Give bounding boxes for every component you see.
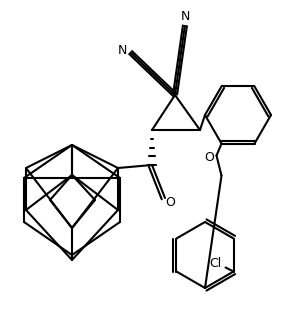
Text: Cl: Cl [209, 257, 222, 270]
Text: O: O [205, 151, 214, 164]
Text: N: N [117, 43, 127, 56]
Text: O: O [165, 196, 175, 210]
Text: N: N [180, 10, 190, 23]
